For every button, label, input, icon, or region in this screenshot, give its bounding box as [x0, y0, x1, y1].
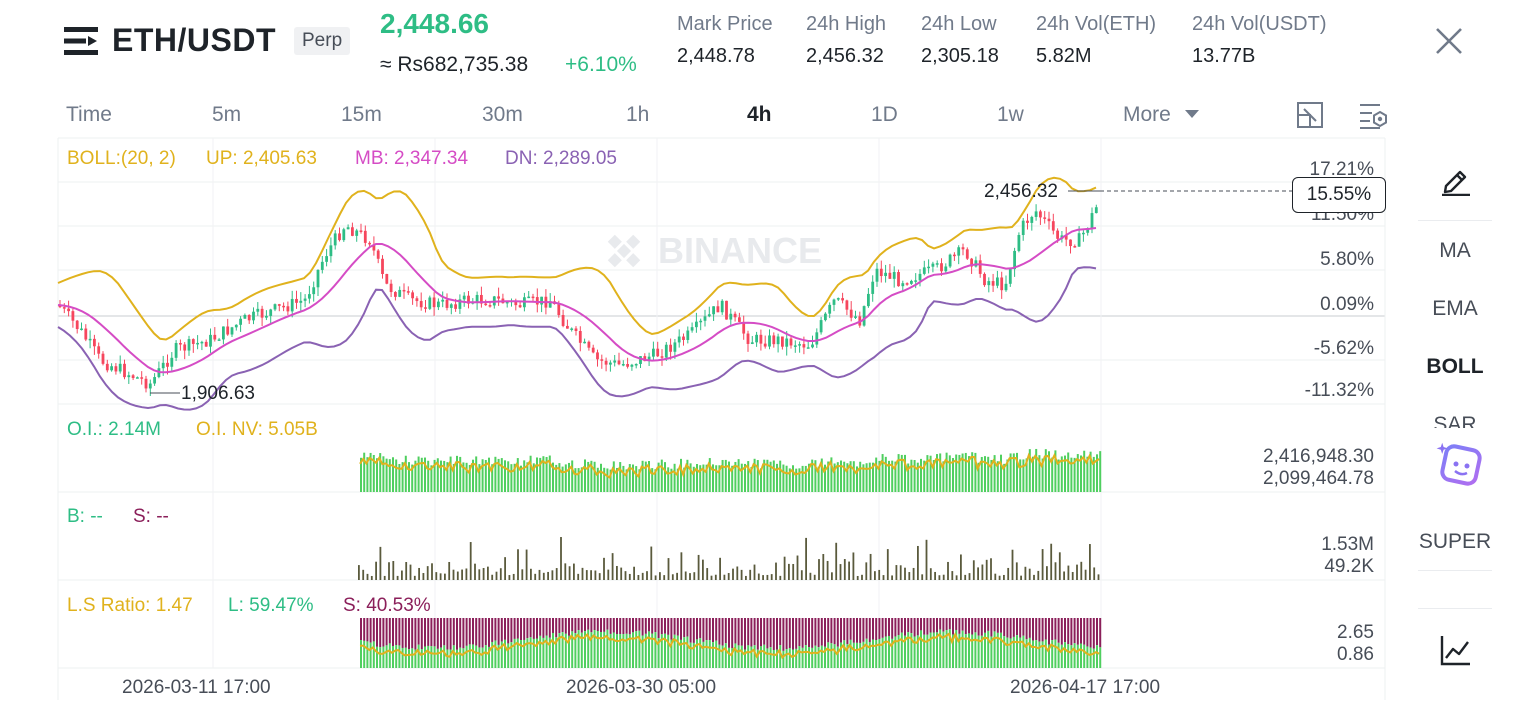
axis-label: -11.32% — [1304, 380, 1374, 401]
sell-legend: S: -- — [133, 506, 169, 527]
tab-5m[interactable]: 5m — [212, 103, 242, 126]
stat-24h-high-value: 2,456.32 — [806, 45, 884, 67]
settings-icon[interactable] — [1358, 101, 1388, 129]
menu-icon[interactable] — [64, 26, 98, 56]
stat-mark-price-label: Mark Price — [677, 13, 773, 35]
tab-1d[interactable]: 1D — [871, 103, 898, 126]
long-legend: L: 59.47% — [228, 595, 314, 616]
fiat-price: ≈ Rs682,735.38 — [380, 53, 529, 76]
tab-1h[interactable]: 1h — [626, 103, 650, 126]
ls-ratio-legend: L.S Ratio: 1.47 — [67, 595, 193, 616]
boll-middle-line — [57, 227, 1097, 374]
indicator-boll[interactable]: BOLL — [1426, 355, 1484, 378]
stat-24h-vol-eth-label: 24h Vol(ETH) — [1036, 13, 1157, 35]
candles — [58, 204, 1098, 396]
chevron-down-icon[interactable] — [1185, 110, 1199, 120]
tab-1w[interactable]: 1w — [997, 103, 1024, 126]
x-axis-label: 2026-04-17 17:00 — [1010, 677, 1161, 698]
last-price: 2,448.66 — [380, 8, 489, 39]
boll-up-legend: UP: 2,405.63 — [206, 148, 317, 169]
indicator-ma[interactable]: MA — [1439, 239, 1471, 262]
axis-label: 5.80% — [1320, 249, 1374, 270]
ls-axis-label: 0.86 — [1337, 644, 1374, 665]
indicator-sar[interactable]: SAR — [1433, 413, 1477, 428]
high-marker: 2,456.32 — [984, 181, 1058, 202]
pair-title[interactable]: ETH/USDT — [112, 22, 276, 58]
axis-label: -5.62% — [1313, 338, 1374, 359]
super-button[interactable]: SUPER — [1418, 530, 1492, 553]
close-icon[interactable] — [1434, 26, 1464, 56]
tab-15m[interactable]: 15m — [341, 103, 382, 126]
current-price-tag: 15.55% — [1292, 177, 1386, 213]
oi-axis-label: 2,099,464.78 — [1263, 468, 1374, 489]
ai-assistant-icon[interactable] — [1436, 440, 1484, 488]
stat-24h-low-label: 24h Low — [921, 13, 997, 35]
kline-chart[interactable]: BINANCE — [0, 0, 1400, 720]
x-axis-label: 2026-03-30 05:00 — [566, 677, 717, 698]
ls-bars — [360, 618, 1102, 668]
boll-upper-line — [57, 176, 1097, 341]
short-legend: S: 40.53% — [343, 595, 431, 616]
boll-legend: BOLL:(20, 2) — [67, 148, 176, 169]
oi-bars — [360, 448, 1102, 492]
stat-mark-price-value: 2,448.78 — [677, 45, 755, 67]
tab-30m[interactable]: 30m — [482, 103, 523, 126]
boll-lower-line — [57, 266, 1097, 411]
tab-time[interactable]: Time — [66, 103, 112, 126]
stat-24h-high-label: 24h High — [806, 13, 887, 35]
chart-type-icon[interactable] — [1296, 101, 1324, 129]
bs-axis-label: 1.53M — [1321, 534, 1374, 555]
watermark-text: BINANCE — [658, 230, 822, 271]
tab-4h[interactable]: 4h — [747, 103, 772, 126]
axis-label: 17.21% — [1309, 159, 1374, 180]
chart-grid — [57, 137, 1386, 700]
buy-legend: B: -- — [67, 506, 103, 527]
change-percent: +6.10% — [565, 53, 637, 76]
bs-axis-label: 49.2K — [1324, 556, 1374, 577]
binance-watermark: BINANCE — [607, 230, 822, 271]
low-marker: 1,906.63 — [181, 383, 255, 404]
oi-nv-legend: O.I. NV: 5.05B — [196, 419, 318, 440]
oi-nv-line — [359, 452, 1100, 480]
oi-legend: O.I.: 2.14M — [67, 419, 161, 440]
perp-badge: Perp — [294, 27, 351, 55]
stat-24h-vol-eth-value: 5.82M — [1036, 45, 1092, 67]
axis-label: 0.09% — [1320, 294, 1374, 315]
oi-axis-label: 2,416,948.30 — [1263, 446, 1374, 467]
pencil-icon[interactable] — [1440, 164, 1472, 196]
indicator-chart-icon[interactable] — [1440, 634, 1472, 666]
stat-24h-vol-usdt-label: 24h Vol(USDT) — [1192, 13, 1327, 35]
indicator-ema[interactable]: EMA — [1432, 297, 1478, 320]
ls-axis-label: 2.65 — [1337, 622, 1374, 643]
bs-bars — [358, 537, 1100, 580]
boll-dn-legend: DN: 2,289.05 — [505, 148, 617, 169]
x-axis-label: 2026-03-11 17:00 — [122, 677, 271, 698]
boll-mb-legend: MB: 2,347.34 — [355, 148, 469, 169]
ls-ratio-line — [359, 632, 1100, 660]
tab-more[interactable]: More — [1123, 103, 1171, 126]
stat-24h-low-value: 2,305.18 — [921, 45, 999, 67]
stat-24h-vol-usdt-value: 13.77B — [1192, 45, 1256, 67]
